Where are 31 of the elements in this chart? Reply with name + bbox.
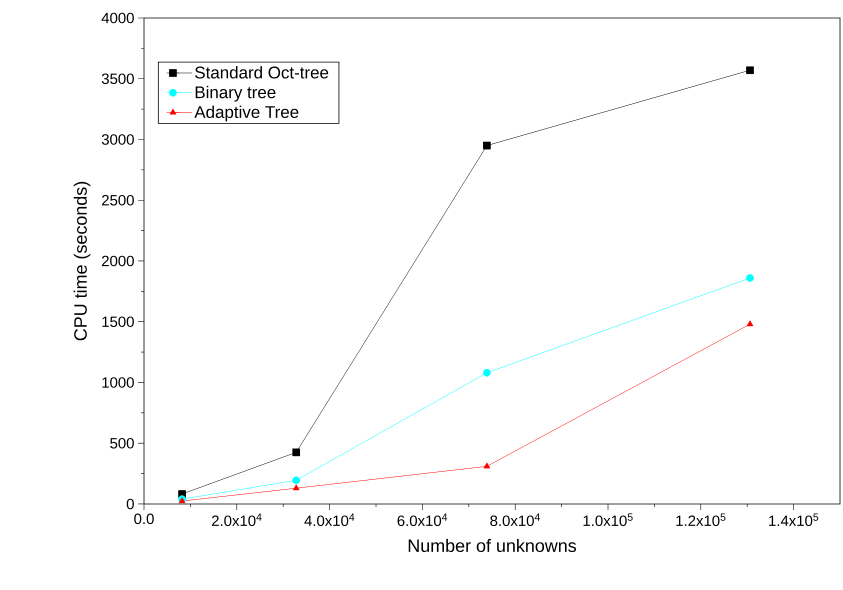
x-axis-title: Number of unknowns <box>408 538 576 552</box>
y-tick-label: 0 <box>126 498 134 510</box>
y-tick-label: 4000 <box>102 12 134 24</box>
point <box>292 476 300 484</box>
point <box>746 320 754 326</box>
x-tick-label: 8.0x10$^{4}$ <box>490 514 540 526</box>
point <box>483 368 491 377</box>
x-tick-label: 2.0x10$^{4}$ <box>212 514 262 526</box>
point <box>292 484 300 490</box>
legend-label: Standard Oct-tree <box>195 66 328 79</box>
y-tick-label: 2000 <box>102 256 134 266</box>
x-tick-label: 1.0x10$^{5}$ <box>584 514 633 526</box>
legend-label: Adaptive Tree <box>194 106 298 122</box>
y-tick-label: 3500 <box>102 73 134 84</box>
x-tick-label: 1.2x10$^{5}$ <box>676 514 726 526</box>
y-tick-label: 2500 <box>102 194 134 206</box>
y-tick-label: 1500 <box>102 316 134 328</box>
x-tick-label: 6.0x10$^{4}$ <box>398 514 448 526</box>
y-tick-label: 3000 <box>102 134 134 145</box>
x-tick-label: 1.4x10$^{5}$ <box>769 514 818 526</box>
point <box>483 142 491 150</box>
point <box>484 462 490 468</box>
point <box>746 274 754 282</box>
x-tick-label: 0.0 <box>134 514 154 524</box>
y-tick-label: 1000 <box>102 377 134 388</box>
point <box>292 448 300 456</box>
y-axis-title: CPU time (seconds) <box>74 182 90 340</box>
x-tick-label: 4.0x10$^{4}$ <box>304 514 354 526</box>
point <box>746 66 754 74</box>
legend-label: Binary tree <box>196 86 276 102</box>
y-tick-label: 500 <box>110 438 134 449</box>
